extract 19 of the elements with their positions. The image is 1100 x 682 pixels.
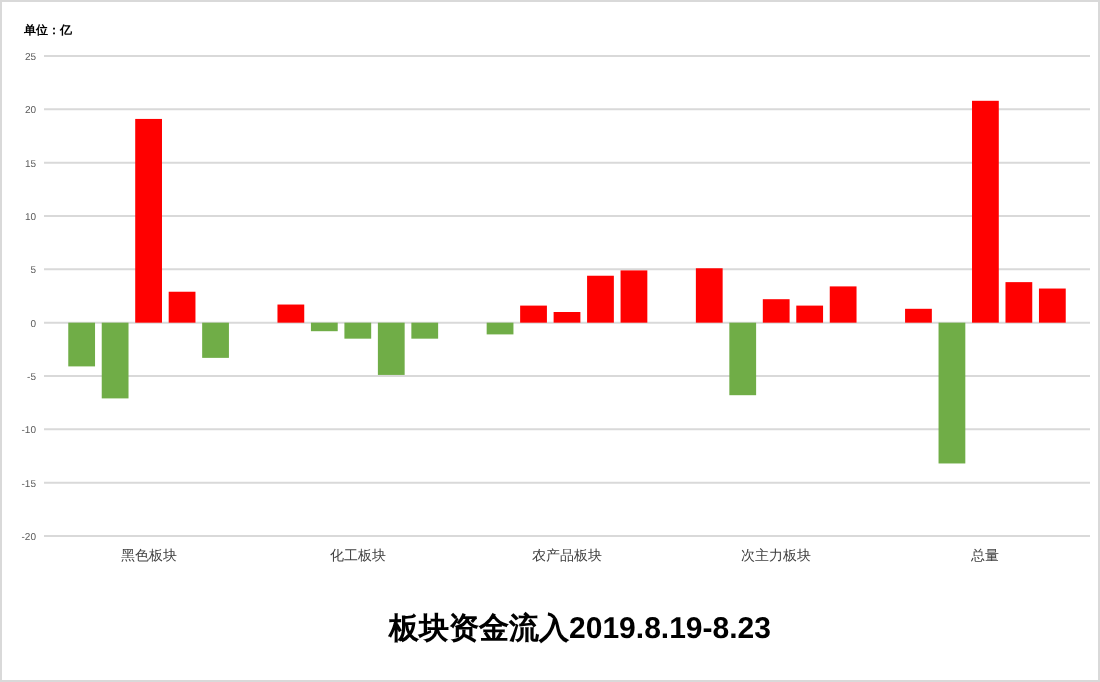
bar xyxy=(972,100,999,323)
bar xyxy=(1038,288,1066,323)
bar xyxy=(553,312,581,323)
bar xyxy=(695,268,723,323)
bar xyxy=(587,275,614,323)
bar xyxy=(310,322,338,332)
bar xyxy=(729,322,757,396)
bar xyxy=(938,322,966,464)
bar xyxy=(905,308,932,323)
bar xyxy=(1005,282,1033,323)
bar xyxy=(796,305,824,323)
text: 板块资金流入2019.8.19-8.23 xyxy=(387,610,771,646)
bar xyxy=(829,286,857,323)
bar xyxy=(101,322,129,399)
bar xyxy=(135,118,162,323)
bar xyxy=(168,291,196,323)
bar xyxy=(762,299,790,323)
bar xyxy=(620,270,648,323)
bar xyxy=(277,304,305,323)
